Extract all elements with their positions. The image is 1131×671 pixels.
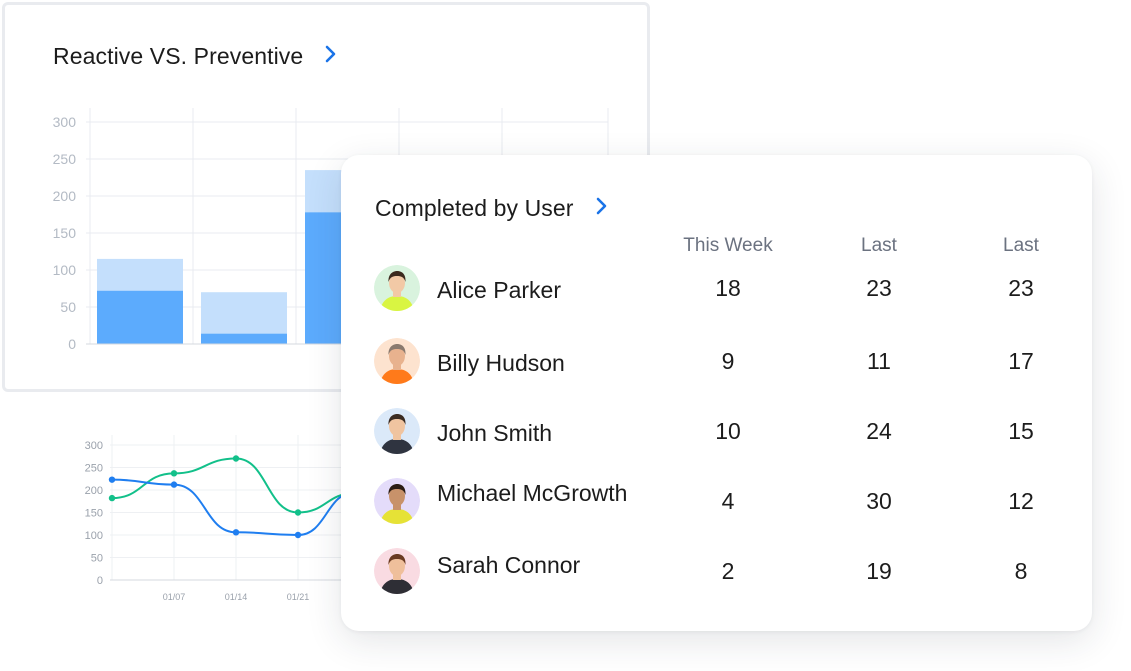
y-tick-label: 300 [53, 114, 77, 130]
data-point [170, 481, 178, 488]
trend-line-chart: 300 250 200 150 100 50 0 01/07 01/14 01/21 [85, 435, 360, 602]
data-point [232, 529, 240, 536]
table-row[interactable]: Sarah Connor 2 19 8 [341, 548, 1092, 598]
table-row[interactable]: Alice Parker 18 23 23 [341, 265, 1092, 315]
y-tick-label: 100 [85, 530, 103, 542]
reactive-card-title: Reactive VS. Preventive [53, 43, 304, 69]
last-count: 12 [1008, 488, 1034, 514]
completed-card-header[interactable]: Completed by User [375, 195, 608, 222]
x-tick-label: 01/14 [225, 592, 248, 602]
y-tick-label: 100 [53, 262, 77, 278]
data-point [294, 531, 302, 539]
table-row[interactable]: John Smith 10 24 15 [341, 408, 1092, 458]
chevron-right-icon[interactable] [596, 197, 608, 220]
y-tick-label: 250 [53, 151, 77, 167]
avatar-icon [374, 338, 420, 384]
y-tick-label: 150 [53, 225, 77, 241]
y-tick-label: 250 [85, 463, 103, 475]
last-count: 23 [1008, 275, 1034, 301]
last-count: 23 [866, 275, 892, 301]
series-line [111, 457, 356, 514]
user-name: Sarah Connor [437, 552, 581, 578]
bar-segment-dark [201, 333, 287, 344]
user-name: Michael McGrowth [437, 480, 628, 506]
avatar-icon [374, 548, 420, 594]
avatar-icon [374, 408, 420, 454]
last-count: 24 [866, 418, 892, 444]
data-point [170, 470, 178, 477]
last-count: 30 [866, 488, 892, 514]
this-week-count: 18 [715, 275, 741, 301]
data-point [294, 509, 302, 516]
data-point [108, 476, 116, 483]
this-week-count: 9 [721, 348, 735, 374]
table-row[interactable]: Michael McGrowth 4 30 12 [341, 478, 1092, 528]
bar-segment-light [97, 258, 183, 291]
user-name: Billy Hudson [437, 350, 565, 376]
this-week-count: 4 [721, 488, 735, 514]
data-point [108, 494, 116, 502]
data-point [232, 455, 240, 462]
last-count: 17 [1008, 348, 1034, 374]
column-header-last: Last [1003, 235, 1039, 256]
completed-by-user-card: Completed by User This Week Last Last Al… [341, 155, 1092, 631]
y-tick-label: 50 [91, 553, 103, 565]
column-header-last: Last [861, 235, 897, 256]
avatar-icon [374, 265, 420, 311]
x-tick-label: 01/07 [163, 592, 186, 602]
last-count: 11 [867, 348, 891, 374]
this-week-count: 10 [715, 418, 741, 444]
table-row[interactable]: Billy Hudson 9 11 17 [341, 338, 1092, 388]
y-tick-label: 200 [53, 188, 77, 204]
x-tick-label: 01/21 [287, 592, 310, 602]
chevron-right-icon[interactable] [325, 45, 337, 68]
this-week-count: 2 [721, 558, 735, 584]
avatar-icon [374, 478, 420, 524]
y-tick-label: 0 [68, 336, 76, 352]
last-count: 8 [1014, 558, 1028, 584]
y-tick-label: 150 [85, 508, 103, 520]
user-name: Alice Parker [437, 277, 561, 303]
column-header-this-week: This Week [683, 235, 773, 256]
bar-segment-dark [97, 290, 183, 344]
last-count: 19 [866, 558, 892, 584]
reactive-card-header[interactable]: Reactive VS. Preventive [53, 43, 337, 70]
y-tick-label: 50 [60, 299, 76, 315]
y-tick-label: 300 [85, 440, 103, 452]
y-tick-label: 0 [97, 575, 103, 587]
completed-card-title: Completed by User [375, 195, 574, 221]
user-name: John Smith [437, 420, 553, 446]
y-tick-label: 200 [85, 485, 103, 497]
bar-segment-light [201, 292, 287, 334]
last-count: 15 [1008, 418, 1034, 444]
